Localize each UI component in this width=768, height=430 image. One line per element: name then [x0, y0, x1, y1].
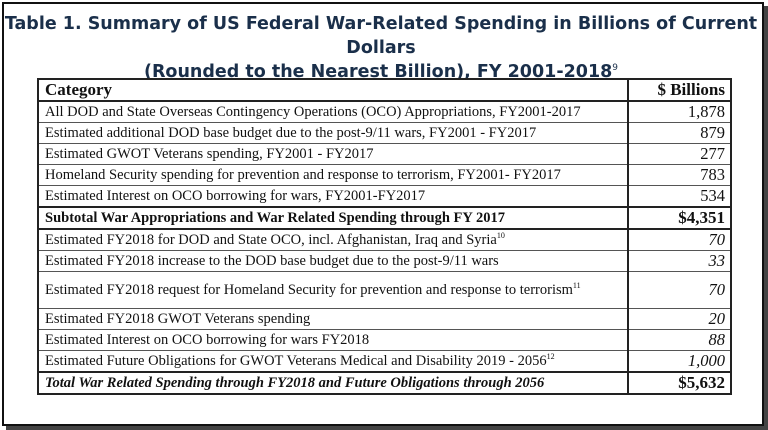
- row-category-text: Estimated FY2018 request for Homeland Se…: [45, 282, 573, 298]
- row-value: 1,000: [627, 350, 732, 373]
- footnote-marker: 10: [496, 230, 505, 240]
- table-row: Estimated Future Obligations for GWOT Ve…: [37, 350, 732, 373]
- row-category: Estimated FY2018 for DOD and State OCO, …: [37, 228, 629, 251]
- table-row: All DOD and State Overseas Contingency O…: [37, 100, 732, 123]
- row-category: Homeland Security spending for preventio…: [37, 164, 629, 186]
- title-line-2: (Rounded to the Nearest Billion), FY 200…: [143, 62, 613, 82]
- footnote-marker: 12: [546, 351, 555, 361]
- header-row: Category $ Billions: [37, 78, 732, 102]
- title-line-1: Table 1. Summary of US Federal War-Relat…: [4, 14, 758, 58]
- row-value: 879: [627, 122, 732, 144]
- row-value: 70: [627, 228, 732, 251]
- row-category: Estimated Interest on OCO borrowing for …: [37, 185, 629, 208]
- subtotal-value: $4,351: [627, 206, 732, 230]
- spending-table: Category $ Billions All DOD and State Ov…: [37, 78, 732, 395]
- row-category: Estimated FY2018 GWOT Veterans spending: [37, 308, 629, 330]
- table-row: Estimated Interest on OCO borrowing for …: [37, 329, 732, 351]
- total-label: Total War Related Spending through FY201…: [37, 371, 629, 395]
- subtotal-label: Subtotal War Appropriations and War Rela…: [37, 206, 629, 230]
- row-value: 88: [627, 329, 732, 351]
- row-value: 70: [627, 271, 732, 309]
- table-row: Estimated additional DOD base budget due…: [37, 122, 732, 144]
- row-category: Estimated FY2018 increase to the DOD bas…: [37, 250, 629, 272]
- row-category-text: Estimated FY2018 for DOD and State OCO, …: [45, 231, 497, 248]
- row-category: Estimated additional DOD base budget due…: [37, 122, 629, 144]
- row-value: 534: [627, 185, 732, 208]
- title-footnote-marker: 9: [612, 63, 619, 74]
- subtotal-row: Subtotal War Appropriations and War Rela…: [37, 206, 732, 230]
- row-category: Estimated GWOT Veterans spending, FY2001…: [37, 143, 629, 165]
- row-category: All DOD and State Overseas Contingency O…: [37, 100, 629, 123]
- total-value: $5,632: [627, 371, 732, 395]
- table-row: Estimated FY2018 increase to the DOD bas…: [37, 250, 732, 272]
- row-category: Estimated Interest on OCO borrowing for …: [37, 329, 629, 351]
- row-category: Estimated Future Obligations for GWOT Ve…: [37, 350, 629, 373]
- row-category-text: Estimated Future Obligations for GWOT Ve…: [45, 352, 547, 369]
- table-title: Table 1. Summary of US Federal War-Relat…: [0, 12, 762, 84]
- table-row: Estimated GWOT Veterans spending, FY2001…: [37, 143, 732, 165]
- row-category: Estimated FY2018 request for Homeland Se…: [37, 271, 629, 309]
- header-billions: $ Billions: [627, 78, 732, 102]
- table-row: Estimated FY2018 request for Homeland Se…: [37, 271, 732, 309]
- table-row: Estimated FY2018 GWOT Veterans spending …: [37, 308, 732, 330]
- footnote-marker: 11: [572, 281, 581, 291]
- header-category: Category: [37, 78, 629, 102]
- total-row: Total War Related Spending through FY201…: [37, 371, 732, 395]
- row-value: 20: [627, 308, 732, 330]
- table-row: Estimated Interest on OCO borrowing for …: [37, 185, 732, 208]
- table-row: Homeland Security spending for preventio…: [37, 164, 732, 186]
- row-value: 277: [627, 143, 732, 165]
- row-value: 33: [627, 250, 732, 272]
- table-row: Estimated FY2018 for DOD and State OCO, …: [37, 228, 732, 251]
- row-value: 783: [627, 164, 732, 186]
- row-value: 1,878: [627, 100, 732, 123]
